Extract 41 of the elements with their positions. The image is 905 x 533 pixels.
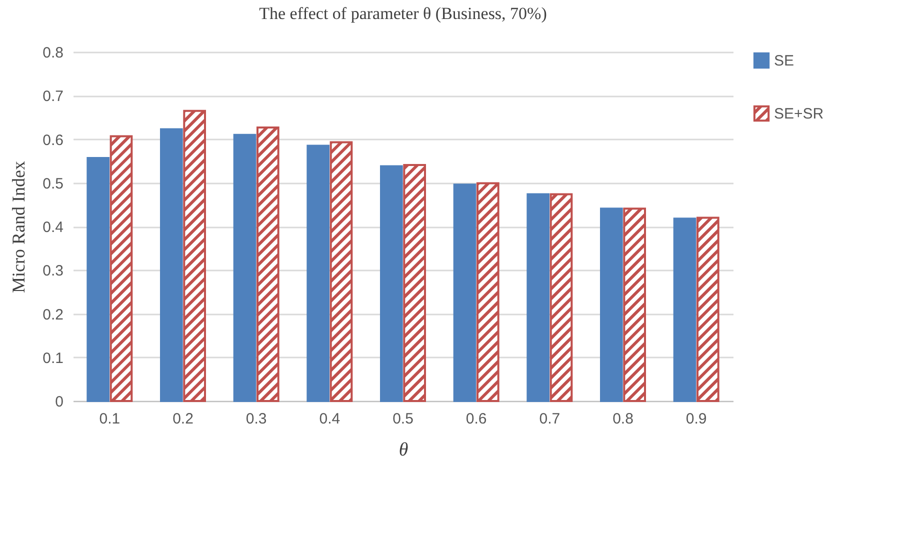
bar	[256, 126, 280, 402]
x-tick-label: 0.5	[392, 410, 414, 428]
bar	[160, 128, 183, 402]
x-tick-label: 0.9	[686, 410, 707, 428]
x-tick-label: 0.3	[246, 410, 267, 428]
x-tick-label: 0.7	[539, 410, 560, 428]
legend-label: SE+SR	[774, 106, 824, 122]
x-tick-label: 0.4	[319, 410, 340, 428]
y-tick-label: 0.8	[42, 44, 64, 62]
x-tick-label: 0.1	[99, 410, 120, 428]
bar	[403, 164, 426, 402]
y-tick-label: 0.3	[42, 262, 64, 280]
bar	[110, 135, 133, 402]
bar	[380, 165, 403, 402]
x-tick-label: 0.8	[612, 410, 634, 428]
y-tick-label: 0.2	[42, 306, 64, 324]
y-axis-title: Micro Rand Index	[8, 161, 29, 293]
x-axis-title: θ	[398, 440, 408, 460]
bar	[550, 193, 573, 402]
bar	[476, 182, 500, 402]
legend-label: SE	[774, 52, 794, 70]
x-tick-label: 0.6	[466, 410, 487, 428]
bar	[233, 134, 256, 402]
bar	[673, 218, 696, 402]
y-tick-label: 0.6	[42, 132, 64, 149]
bar	[330, 141, 353, 402]
y-tick-label: 0	[55, 394, 64, 410]
x-tick-label: 0.2	[172, 410, 194, 428]
bar	[453, 184, 476, 402]
bar	[183, 110, 206, 402]
y-tick-label: 0.7	[42, 88, 64, 106]
chart-title: The effect of parameter θ (Business, 70%)	[259, 4, 547, 23]
bar	[623, 208, 646, 402]
bar	[86, 157, 110, 402]
y-tick-label: 0.5	[42, 175, 64, 192]
y-tick-label: 0.4	[42, 219, 64, 236]
bar	[696, 216, 720, 402]
y-tick-label: 0.1	[42, 350, 64, 367]
bar	[526, 193, 550, 402]
bar	[600, 208, 623, 402]
bar	[306, 144, 330, 402]
